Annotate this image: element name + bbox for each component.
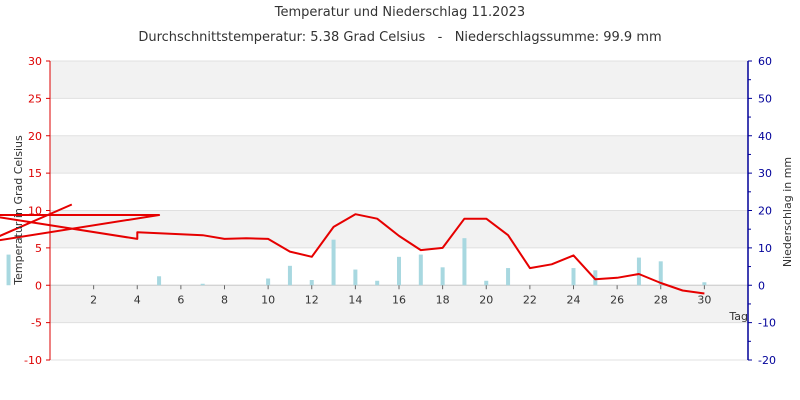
- chart-subtitle: Durchschnittstemperatur: 5.38 Grad Celsi…: [138, 30, 661, 45]
- right-axis-ticks: -20 -10 0 10 20 30 40 50 60: [748, 55, 776, 367]
- left-axis-ticks: -10 -5 0 5 10 15 20 25 30: [24, 55, 50, 367]
- y-axis-right-label: Niederschlag in mm: [781, 157, 794, 267]
- y-axis-left-label: Temperatur in Grad Celsius: [12, 135, 25, 286]
- left-tick-label: -10: [24, 354, 42, 367]
- precipitation-bar: [636, 257, 641, 286]
- background-band: [50, 135, 748, 174]
- precipitation-bar: [397, 256, 401, 286]
- x-tick-label: 2: [90, 293, 97, 306]
- right-tick-label: 40: [758, 130, 772, 143]
- right-tick-label: -10: [758, 317, 776, 330]
- grid-lines: [50, 60, 748, 361]
- background-band: [50, 210, 748, 248]
- x-tick-label: 10: [261, 293, 275, 306]
- left-tick-label: -5: [31, 317, 42, 330]
- right-tick-label: 50: [758, 92, 772, 105]
- left-tick-label: 20: [28, 130, 42, 143]
- x-axis-ticks: 2 4 6 8 10 12 14 16 18 20 22 24 26 28 30: [90, 285, 711, 306]
- precipitation-bar: [157, 276, 162, 286]
- x-tick-label: 16: [392, 293, 406, 306]
- precipitation-bar: [353, 269, 358, 286]
- right-tick-label: 60: [758, 55, 772, 68]
- right-tick-label: 30: [758, 167, 772, 180]
- right-tick-label: -20: [758, 354, 776, 367]
- precipitation-bar: [484, 280, 489, 286]
- left-tick-label: 30: [28, 55, 42, 68]
- precipitation-bar: [702, 282, 707, 286]
- precipitation-bar: [418, 254, 423, 286]
- precipitation-bar: [200, 283, 205, 286]
- x-tick-label: 12: [305, 293, 319, 306]
- chart-title: Temperatur und Niederschlag 11.2023: [274, 5, 525, 20]
- precipitation-bar: [266, 278, 271, 286]
- left-tick-label: 25: [28, 92, 42, 105]
- left-tick-label: 10: [28, 205, 42, 218]
- background-band: [50, 285, 748, 323]
- precipitation-bar: [331, 239, 336, 286]
- x-tick-label: 26: [610, 293, 624, 306]
- temperature-line: [0, 203, 705, 295]
- precipitation-bar: [462, 238, 467, 286]
- background-band: [50, 61, 748, 99]
- x-tick-label: 30: [697, 293, 711, 306]
- precipitation-bar: [375, 280, 380, 286]
- precipitation-bar: [593, 270, 598, 286]
- x-tick-label: 22: [523, 293, 537, 306]
- precipitation-bar: [506, 268, 511, 286]
- x-tick-label: 14: [348, 293, 362, 306]
- right-tick-label: 0: [758, 279, 765, 292]
- x-axis-label: Tag: [728, 310, 748, 323]
- right-tick-label: 20: [758, 205, 772, 218]
- precipitation-bar: [440, 267, 445, 286]
- background-bands: [50, 61, 748, 323]
- precipitation-bar: [287, 265, 292, 286]
- x-tick-label: 28: [654, 293, 668, 306]
- x-tick-label: 4: [134, 293, 141, 306]
- precipitation-bar: [658, 261, 663, 286]
- left-tick-label: 0: [35, 279, 42, 292]
- left-tick-label: 5: [35, 242, 42, 255]
- x-tick-label: 18: [436, 293, 450, 306]
- x-tick-label: 8: [221, 293, 228, 306]
- precipitation-bar: [309, 280, 314, 286]
- left-tick-label: 15: [28, 167, 42, 180]
- precipitation-bar: [571, 268, 576, 286]
- x-tick-label: 20: [479, 293, 493, 306]
- x-tick-label: 24: [567, 293, 581, 306]
- right-tick-label: 10: [758, 242, 772, 255]
- precipitation-bars: [6, 238, 707, 286]
- precipitation-bar: [6, 254, 11, 286]
- x-tick-label: 6: [177, 293, 184, 306]
